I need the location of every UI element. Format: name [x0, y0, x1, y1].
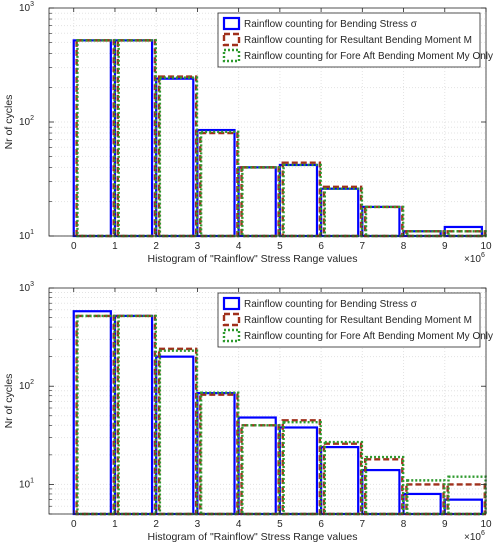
legend-swatch: [222, 328, 241, 343]
bar: [323, 187, 364, 238]
x-tick-label: 7: [360, 241, 366, 252]
y-tick-label: 102: [19, 115, 34, 128]
x-tick-label: 1: [112, 519, 118, 530]
legend-swatch: [222, 296, 241, 311]
legend-label: Rainflow counting for Fore Aft Bending M…: [244, 51, 493, 62]
legend-swatch: [222, 16, 241, 31]
legend: Rainflow counting for Bending Stress σ Ra…: [217, 12, 493, 68]
y-tick-label: 103: [19, 1, 34, 14]
x-ticks: 0 1 2 3 4 5 6 7 8 9 10: [71, 8, 492, 252]
legend-swatch: [222, 48, 241, 63]
legend-label: Rainflow counting for Fore Aft Bending M…: [244, 331, 493, 342]
x-tick-label: 2: [153, 241, 159, 252]
x-tick-label: 1: [112, 241, 118, 252]
y-tick-label: 102: [19, 379, 34, 392]
bar: [158, 76, 199, 238]
x-tick-label: 3: [195, 241, 201, 252]
y-tick-exponent: 1: [30, 229, 34, 236]
legend-swatch: [222, 32, 241, 47]
y-axis-label: Nr of cycles: [3, 95, 15, 150]
x-tick-label: 4: [236, 519, 242, 530]
y-axis-label: Nr of cycles: [3, 374, 15, 429]
legend-label: Rainflow counting for Bending Stress σ: [244, 299, 418, 310]
y-tick-base: 10: [19, 283, 31, 294]
legend-swatch: [222, 312, 241, 327]
x-tick-label: 7: [360, 519, 366, 530]
y-tick-base: 10: [19, 479, 31, 490]
x-tick-label: 5: [277, 519, 283, 530]
x-tick-label: 6: [318, 519, 324, 530]
x-tick-label: 8: [401, 241, 407, 252]
bar: [282, 163, 322, 238]
x-exponent-base: ×10: [464, 532, 481, 543]
x-tick-label: 5: [277, 241, 283, 252]
legend-label: Rainflow counting for Resultant Bending …: [244, 315, 472, 326]
bar: [323, 440, 364, 516]
x-axis-label: Histogram of "Rainflow" Stress Range val…: [148, 253, 358, 265]
y-tick-exponent: 2: [30, 379, 34, 386]
y-tick-base: 10: [19, 381, 31, 392]
y-tick-base: 10: [19, 117, 31, 128]
x-exponent-label: ×106: [464, 252, 485, 265]
x-tick-label: 0: [71, 519, 77, 530]
y-tick-label: 101: [19, 477, 34, 490]
axes-box: [48, 287, 487, 515]
x-tick-label: 2: [153, 519, 159, 530]
x-tick-label: 10: [480, 519, 492, 530]
legend-label: Rainflow counting for Bending Stress σ: [244, 19, 418, 30]
x-exponent-power: 6: [481, 252, 485, 259]
x-axis-label: Histogram of "Rainflow" Stress Range val…: [148, 531, 358, 543]
x-tick-label: 8: [401, 519, 407, 530]
y-tick-label: 103: [19, 281, 34, 294]
bar: [199, 130, 240, 238]
y-tick-exponent: 3: [30, 1, 34, 8]
x-exponent-power: 6: [481, 530, 485, 537]
x-tick-label: 4: [236, 241, 242, 252]
y-tick-exponent: 1: [30, 477, 34, 484]
x-tick-label: 9: [442, 519, 448, 530]
legend-box: [217, 292, 481, 348]
y-tick-exponent: 2: [30, 115, 34, 122]
x-ticks: 0 1 2 3 4 5 6 7 8 9 10: [71, 288, 492, 530]
legend-label: Rainflow counting for Resultant Bending …: [244, 35, 472, 46]
y-tick-exponent: 3: [30, 281, 34, 288]
legend-box: [217, 12, 481, 68]
x-tick-label: 3: [195, 519, 201, 530]
legend: Rainflow counting for Bending Stress σ Ra…: [217, 292, 493, 348]
x-exponent-base: ×10: [464, 254, 481, 265]
x-tick-label: 0: [71, 241, 77, 252]
x-exponent-label: ×106: [464, 530, 485, 543]
x-tick-label: 6: [318, 241, 324, 252]
x-tick-label: 10: [480, 241, 492, 252]
y-tick-base: 10: [19, 3, 31, 14]
y-tick-label: 101: [19, 229, 34, 242]
y-tick-base: 10: [19, 231, 31, 242]
x-tick-label: 9: [442, 241, 448, 252]
